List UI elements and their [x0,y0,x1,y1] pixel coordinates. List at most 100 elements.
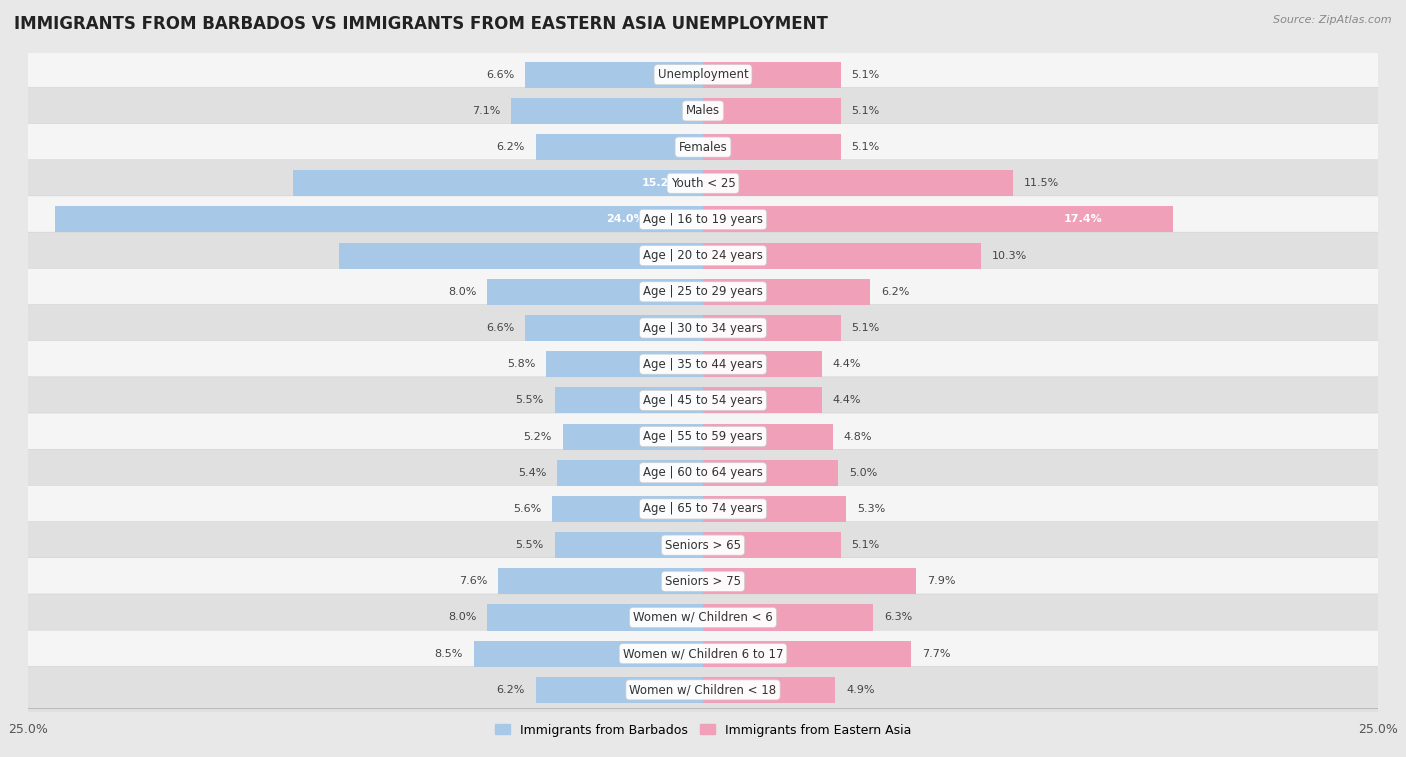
Text: 5.0%: 5.0% [849,468,877,478]
Text: Age | 35 to 44 years: Age | 35 to 44 years [643,358,763,371]
Text: Age | 45 to 54 years: Age | 45 to 54 years [643,394,763,407]
Text: 5.3%: 5.3% [856,504,886,514]
FancyBboxPatch shape [11,160,1395,207]
Text: 4.8%: 4.8% [844,431,872,441]
Legend: Immigrants from Barbados, Immigrants from Eastern Asia: Immigrants from Barbados, Immigrants fro… [489,718,917,742]
Text: Age | 30 to 34 years: Age | 30 to 34 years [643,322,763,335]
FancyBboxPatch shape [11,196,1395,243]
Bar [703,351,821,377]
Text: 17.4%: 17.4% [1063,214,1102,224]
Text: 7.1%: 7.1% [472,106,501,116]
FancyBboxPatch shape [11,232,1395,279]
FancyBboxPatch shape [11,558,1395,605]
Bar [703,315,841,341]
Text: 5.1%: 5.1% [852,70,880,79]
Bar [703,569,917,594]
Bar [292,170,703,196]
Bar [562,423,703,450]
Text: Age | 25 to 29 years: Age | 25 to 29 years [643,285,763,298]
Text: 7.6%: 7.6% [458,576,486,587]
Text: 5.1%: 5.1% [852,540,880,550]
FancyBboxPatch shape [11,123,1395,170]
FancyBboxPatch shape [11,377,1395,424]
Text: Females: Females [679,141,727,154]
Text: 4.4%: 4.4% [832,359,860,369]
Text: 8.0%: 8.0% [449,612,477,622]
Bar [524,315,703,341]
FancyBboxPatch shape [11,522,1395,569]
Bar [703,532,841,558]
Bar [703,640,911,667]
Text: 6.2%: 6.2% [882,287,910,297]
Bar [536,677,703,703]
Text: 5.5%: 5.5% [516,540,544,550]
Bar [703,279,870,305]
Text: 24.0%: 24.0% [606,214,644,224]
Bar [703,677,835,703]
Text: 4.9%: 4.9% [846,685,875,695]
Text: Women w/ Children 6 to 17: Women w/ Children 6 to 17 [623,647,783,660]
Text: 5.1%: 5.1% [852,106,880,116]
FancyBboxPatch shape [11,413,1395,460]
Bar [703,459,838,486]
Bar [339,242,703,269]
Text: Seniors > 65: Seniors > 65 [665,539,741,552]
Bar [703,61,841,88]
Bar [551,496,703,522]
FancyBboxPatch shape [11,268,1395,316]
Bar [703,170,1014,196]
Bar [498,569,703,594]
FancyBboxPatch shape [11,87,1395,135]
Text: Males: Males [686,104,720,117]
Bar [524,61,703,88]
Text: 13.5%: 13.5% [648,251,686,260]
Bar [486,605,703,631]
Text: Unemployment: Unemployment [658,68,748,81]
Bar [703,605,873,631]
Text: Women w/ Children < 18: Women w/ Children < 18 [630,684,776,696]
Text: 11.5%: 11.5% [1024,178,1060,188]
Bar [554,388,703,413]
Bar [554,532,703,558]
Bar [703,207,1173,232]
Text: 5.1%: 5.1% [852,323,880,333]
Text: 6.2%: 6.2% [496,685,524,695]
Bar [536,134,703,160]
Text: Age | 16 to 19 years: Age | 16 to 19 years [643,213,763,226]
Bar [703,98,841,124]
Bar [486,279,703,305]
Text: Seniors > 75: Seniors > 75 [665,575,741,587]
FancyBboxPatch shape [11,341,1395,388]
Text: 8.5%: 8.5% [434,649,463,659]
Text: 5.5%: 5.5% [516,395,544,406]
FancyBboxPatch shape [11,449,1395,497]
FancyBboxPatch shape [11,485,1395,532]
Text: IMMIGRANTS FROM BARBADOS VS IMMIGRANTS FROM EASTERN ASIA UNEMPLOYMENT: IMMIGRANTS FROM BARBADOS VS IMMIGRANTS F… [14,15,828,33]
Text: 8.0%: 8.0% [449,287,477,297]
Text: 5.4%: 5.4% [517,468,547,478]
FancyBboxPatch shape [11,304,1395,351]
Bar [557,459,703,486]
Bar [512,98,703,124]
Bar [547,351,703,377]
Text: 5.2%: 5.2% [523,431,551,441]
Bar [703,242,981,269]
Text: 10.3%: 10.3% [991,251,1028,260]
FancyBboxPatch shape [11,666,1395,713]
Text: Women w/ Children < 6: Women w/ Children < 6 [633,611,773,624]
Text: 7.7%: 7.7% [922,649,950,659]
Text: 6.6%: 6.6% [486,323,515,333]
Bar [703,388,821,413]
Text: Age | 55 to 59 years: Age | 55 to 59 years [643,430,763,443]
Text: Age | 60 to 64 years: Age | 60 to 64 years [643,466,763,479]
Bar [703,134,841,160]
Bar [703,423,832,450]
Text: Source: ZipAtlas.com: Source: ZipAtlas.com [1274,15,1392,25]
Bar [474,640,703,667]
FancyBboxPatch shape [11,594,1395,641]
Text: 6.3%: 6.3% [884,612,912,622]
FancyBboxPatch shape [11,630,1395,678]
Bar [55,207,703,232]
Text: 4.4%: 4.4% [832,395,860,406]
Bar [703,496,846,522]
